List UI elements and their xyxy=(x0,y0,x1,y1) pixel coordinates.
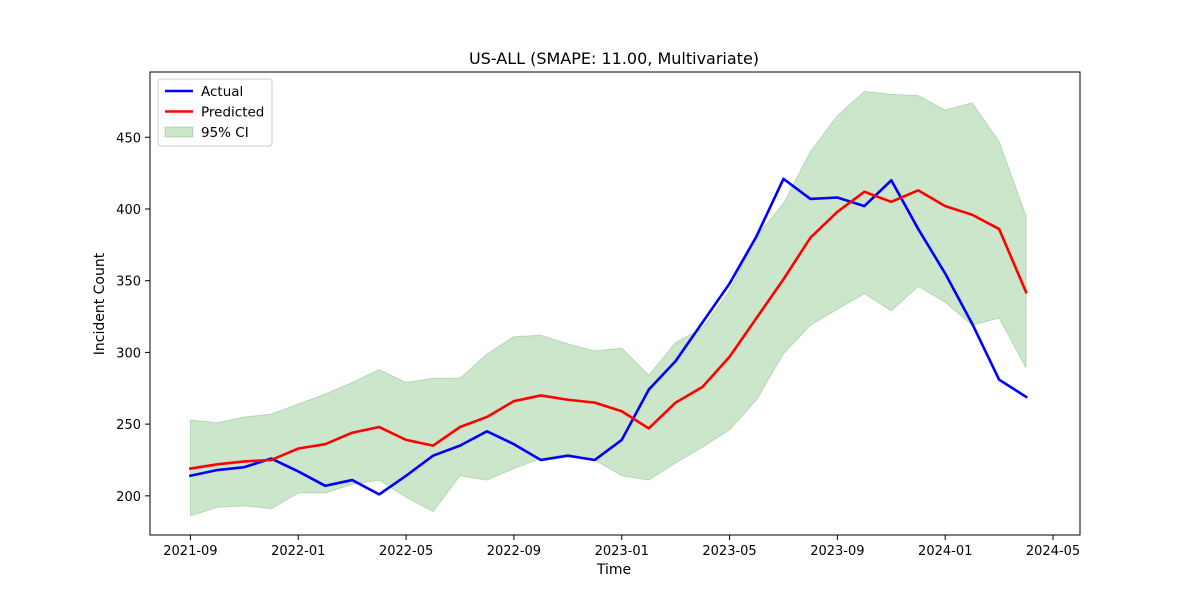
x-tick-label: 2023-05 xyxy=(702,544,756,559)
legend-label-predicted: Predicted xyxy=(201,105,264,121)
y-tick-label: 250 xyxy=(116,418,141,433)
y-axis-label: Incident Count xyxy=(92,252,108,355)
x-tick-label: 2024-05 xyxy=(1026,544,1080,559)
y-tick-label: 300 xyxy=(116,346,141,361)
legend: Actual Predicted 95% CI xyxy=(157,78,273,147)
x-tick-label: 2022-09 xyxy=(487,544,541,559)
ci-band xyxy=(189,90,1027,517)
x-tick-label: 2023-09 xyxy=(810,544,864,559)
plot-frame xyxy=(149,71,1081,536)
y-tick-label: 450 xyxy=(116,131,141,146)
legend-box xyxy=(157,78,273,147)
axes: 2021-09 2022-01 2022-05 2022-09 2023-01 2023-… xyxy=(116,71,1081,559)
x-axis-label: Time xyxy=(596,562,631,578)
x-tick-label: 2022-01 xyxy=(271,544,325,559)
chart-title: US-ALL (SMAPE: 11.00, Multivariate) xyxy=(469,49,759,68)
legend-label-actual: Actual xyxy=(201,84,243,100)
legend-swatch-95-ci xyxy=(164,126,194,138)
series-line-predicted xyxy=(188,189,1028,471)
x-tick-label: 2024-01 xyxy=(918,544,972,559)
x-tick-label: 2021-09 xyxy=(163,544,217,559)
y-tick-label: 200 xyxy=(116,490,141,505)
legend-label-95-ci: 95% CI xyxy=(201,125,249,141)
y-tick-label: 350 xyxy=(116,275,141,290)
plot-area xyxy=(188,90,1028,517)
x-tick-label: 2023-01 xyxy=(595,544,649,559)
series-line-actual xyxy=(188,177,1028,496)
x-tick-label: 2022-05 xyxy=(379,544,433,559)
y-tick-label: 400 xyxy=(116,203,141,218)
